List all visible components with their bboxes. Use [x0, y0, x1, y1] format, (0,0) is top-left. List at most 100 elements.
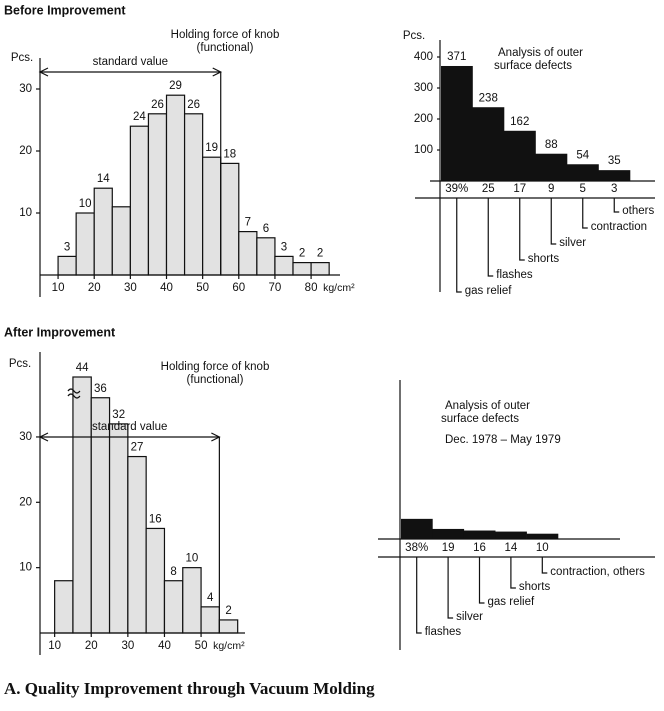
arrow-head: [38, 67, 49, 77]
bar: [220, 162, 240, 276]
bar: [218, 619, 239, 634]
value-label: 14: [97, 173, 110, 185]
bar: [401, 518, 433, 539]
bar: [310, 262, 330, 276]
bar: [495, 531, 527, 539]
y-tick-label: 30: [19, 83, 32, 95]
value-label: 162: [510, 116, 529, 128]
leader-line: [510, 557, 516, 589]
y-axis-label: Pcs.: [11, 52, 33, 64]
leader-line: [582, 198, 588, 229]
value-label: 88: [545, 139, 558, 151]
y-axis-label: Pcs.: [9, 358, 31, 370]
value-label: 10: [536, 542, 549, 554]
chart-title: Holding force of knob: [161, 361, 270, 373]
value-label: 16: [473, 542, 486, 554]
bar: [90, 397, 111, 634]
x-tick-label: 30: [124, 282, 137, 294]
bar: [111, 206, 131, 276]
bar: [274, 255, 294, 276]
bar: [93, 187, 113, 276]
value-label: 4: [207, 592, 214, 604]
leader-line: [447, 557, 454, 619]
leader-line: [487, 198, 494, 277]
x-tick-label: 50: [195, 640, 208, 652]
percentage-label: 39%: [445, 183, 468, 195]
value-label: 10: [79, 198, 92, 210]
percentage-label: 3: [611, 183, 617, 195]
x-tick-label: 70: [269, 282, 282, 294]
bar: [108, 423, 129, 634]
value-label: 2: [317, 248, 323, 260]
x-tick-label: 40: [158, 640, 171, 652]
value-label: 8: [170, 566, 176, 578]
leader-line: [613, 198, 620, 213]
value-label: 3: [64, 241, 70, 253]
category-label: flashes: [496, 269, 533, 281]
section-heading: After Improvement: [4, 325, 116, 339]
bar: [441, 65, 473, 181]
y-tick-label: 10: [19, 207, 32, 219]
y-axis-label: Pcs.: [403, 30, 425, 42]
chart-title: (functional): [187, 374, 244, 386]
leader-line: [541, 557, 548, 574]
category-label: others: [622, 205, 654, 217]
bar: [472, 107, 505, 181]
category-label: silver: [559, 237, 586, 249]
x-tick-label: 40: [160, 282, 173, 294]
y-tick-label: 100: [414, 144, 433, 156]
bar: [504, 130, 536, 181]
bar: [127, 455, 147, 634]
arrow-head: [212, 67, 223, 77]
leader-line: [519, 198, 525, 261]
bar: [182, 567, 202, 634]
chart-title: Analysis of outer: [445, 400, 530, 412]
value-label: 35: [608, 155, 621, 167]
category-label: shorts: [519, 581, 551, 593]
value-label: 2: [299, 248, 305, 260]
bar: [238, 231, 258, 276]
value-label: 16: [149, 513, 162, 525]
value-label: 7: [245, 217, 251, 229]
standard-label: standard value: [93, 56, 168, 68]
bar: [57, 255, 77, 276]
value-label: 38%: [405, 542, 428, 554]
value-label: 371: [447, 51, 466, 63]
caption: A. Quality Improvement through Vacuum Mo…: [4, 679, 375, 698]
category-label: shorts: [528, 253, 560, 265]
bar: [72, 376, 92, 634]
value-label: 2: [225, 605, 231, 617]
bar: [75, 212, 95, 276]
y-tick-label: 10: [19, 562, 32, 574]
y-tick-label: 30: [19, 431, 32, 443]
bar: [292, 262, 312, 276]
leader-line: [550, 198, 557, 245]
percentage-label: 5: [580, 183, 586, 195]
arrow-head: [38, 432, 49, 442]
value-label: 36: [94, 383, 107, 395]
value-label: 3: [281, 241, 287, 253]
chart-subtitle: Dec. 1978 – May 1979: [445, 434, 561, 446]
leader-line: [416, 557, 422, 634]
bar: [598, 170, 631, 181]
value-label: 54: [576, 149, 589, 161]
y-tick-label: 300: [414, 82, 433, 94]
category-label: contraction: [591, 221, 647, 233]
axis-break: [67, 388, 81, 399]
value-label: 238: [479, 92, 498, 104]
bar: [129, 125, 150, 276]
chart-title: surface defects: [494, 60, 572, 72]
leader-line: [478, 557, 485, 604]
x-tick-label: 10: [52, 282, 65, 294]
x-tick-label: 20: [85, 640, 98, 652]
bar: [165, 94, 186, 276]
y-tick-label: 20: [19, 145, 32, 157]
value-label: 18: [223, 148, 236, 160]
bar: [54, 580, 74, 634]
value-label: 19: [205, 142, 218, 154]
chart-title: (functional): [197, 42, 254, 54]
value-label: 32: [112, 409, 125, 421]
x-tick-label: 50: [196, 282, 209, 294]
y-tick-label: 400: [414, 51, 433, 63]
